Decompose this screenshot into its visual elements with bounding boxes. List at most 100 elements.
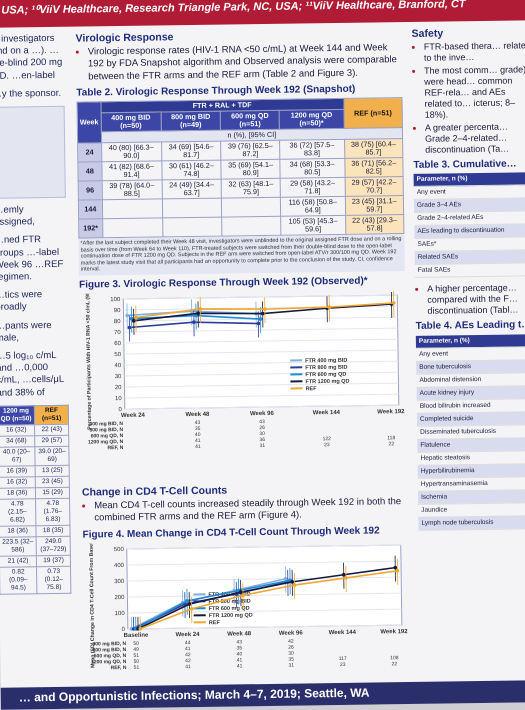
y-tick-label: 60 xyxy=(114,341,121,347)
y-tick-label: 20 xyxy=(115,385,122,391)
table2-cell xyxy=(102,199,162,219)
y-tick-label: 50 xyxy=(114,352,121,358)
baseline-col-1200: 1200 mg QD (n=50) xyxy=(0,406,35,426)
left-text-5: …tics were broadly xyxy=(0,289,67,314)
table2-week-cell: 48 xyxy=(78,162,102,181)
x-tick-label: Week 144 xyxy=(313,410,341,416)
safety-bullet-1: FTR-based thera… related to the inve… xyxy=(424,40,525,64)
table2-cell: 105 (53) [45.3–59.6] xyxy=(281,215,346,235)
table2: Week FTR + RAL + TDF REF (n=51) 400 mg B… xyxy=(77,97,405,239)
n-row-label: REF, N xyxy=(107,445,123,451)
study-design-diagram xyxy=(0,106,66,199)
table2-cell: 29 (58) [43.2–71.8] xyxy=(280,177,345,197)
table2-week-cell: 144 xyxy=(78,200,102,219)
table2-footnote: *After the last subject completed their … xyxy=(78,234,404,275)
table2-cell: 39 (76) [62.5–87.2] xyxy=(221,140,280,160)
y-tick-label: 100 xyxy=(110,297,121,303)
conference-band: … and Opportunistic Infections; March 4–… xyxy=(1,680,525,710)
safety-row-label: Fatal SAEs xyxy=(415,263,525,278)
n-value: 31 xyxy=(260,443,266,449)
table2-cell xyxy=(102,218,162,238)
baseline-cell: 40.0 (20–67) xyxy=(0,447,35,467)
safety-bullet-4: A higher percentage… compared with the F… xyxy=(427,283,525,318)
table2-cell: 39 (78) [64.0–88.5] xyxy=(102,180,162,200)
n-value: 22 xyxy=(389,441,395,447)
y-tick-label: 80 xyxy=(114,319,121,325)
left-text-4: …ned FTR groups …-label Week 96 …REF reg… xyxy=(0,234,67,284)
n-value: 51 xyxy=(134,665,140,671)
x-tick-label: Week 96 xyxy=(250,411,275,417)
baseline-cell: 16 (39) xyxy=(0,466,36,478)
table2-cell xyxy=(222,197,281,217)
table3-title: Table 3. Cumulative… xyxy=(413,158,525,172)
n-row-label: REF, N xyxy=(111,665,127,671)
middle-column: Virologic Response Virologic response ra… xyxy=(76,28,411,697)
table2-cell: 36 (72) [57.5–83.8] xyxy=(280,139,345,159)
n-value: 22 xyxy=(392,661,398,667)
legend-label: REF xyxy=(306,386,318,392)
x-tick-label: Week 144 xyxy=(329,629,357,635)
x-tick-label: Baseline xyxy=(124,632,149,638)
table2-cell: 34 (69) [54.6–81.7] xyxy=(161,141,221,161)
table2-cell: 23 (45) [31.1–59.7] xyxy=(345,196,404,216)
table2-cell: 29 (57) [42.2–70.7] xyxy=(345,177,404,197)
right-column: Safety FTR-based thera… related to the i… xyxy=(412,26,525,530)
table2-cell: 35 (69) [54.1–80.9] xyxy=(221,159,280,179)
left-text-3: …emly assigned, xyxy=(0,204,66,229)
baseline-cell: 13 (25) xyxy=(35,465,69,476)
n-value: 41 xyxy=(237,663,243,669)
y-tick-label: 200 xyxy=(114,595,125,601)
y-axis-label: Percentage of Participants With HIV-1 RN… xyxy=(85,289,93,430)
y-tick-label: 10 xyxy=(115,396,122,402)
legend-label: FTR 1200 mg QD xyxy=(209,612,253,619)
y-tick-label: 300 xyxy=(114,579,125,585)
x-tick-label: Week 24 xyxy=(176,632,201,638)
table2-cell: 116 (58) [50.8–64.9] xyxy=(280,196,345,216)
baseline-row: 40.0 (20–67)39.0 (20–69) xyxy=(0,446,69,466)
baseline-cell: 29 (57) xyxy=(35,435,69,446)
table2-cell: 22 (43) [29.3–57.8] xyxy=(345,215,404,235)
safety-table-row: Lymph node tuberculosis xyxy=(418,515,525,530)
table2-cell: 41 (82) [68.6–91.4] xyxy=(102,161,162,181)
table2-cell: 34 (68) [53.3–80.5] xyxy=(280,158,345,178)
table2-arm-3: 600 mg QD (n=51) xyxy=(221,110,280,130)
baseline-cell: 223.5 (32–586) xyxy=(0,537,37,557)
table2-week-cell: 96 xyxy=(78,181,102,200)
cd4-bullet: Mean CD4 T-cell counts increased steadil… xyxy=(94,496,408,525)
table2-week-header: Week xyxy=(77,102,101,143)
table2-cell: 40 (80) [66.3–90.0] xyxy=(101,142,161,162)
baseline-row: 4.78 (2.15–6.82)4.78 (1.76–6.83) xyxy=(0,498,70,526)
baseline-row: 0.82 (0.09–94.5)0.73 (0.12–75.8) xyxy=(0,566,71,594)
x-tick-label: Week 96 xyxy=(279,630,304,636)
y-tick-label: 70 xyxy=(114,330,121,336)
table2-cell: 36 (71) [56.2–82.5] xyxy=(344,158,403,178)
baseline-cell: 23 (45) xyxy=(36,476,70,487)
table2-week-cell: 24 xyxy=(78,143,102,162)
y-tick-label: 90 xyxy=(114,308,121,314)
baseline-cell: 39.0 (20–69) xyxy=(35,446,69,465)
table2-cell: 24 (49) [34.4–63.7] xyxy=(162,179,222,199)
baseline-cell: 249.0 (37–729) xyxy=(36,536,70,555)
table2-cell xyxy=(222,216,281,236)
baseline-table: 1200 mg QD (n=50) REF (n=51) 16 (32)22 (… xyxy=(0,405,71,595)
y-tick-label: 100 xyxy=(115,611,126,617)
left-text-6: …pants were male, xyxy=(0,319,68,344)
x-tick-label: Week 48 xyxy=(185,412,210,418)
y-tick-label: 500 xyxy=(114,547,125,553)
left-column: …investigators and on a …). …ble-blind 2… xyxy=(0,33,71,595)
baseline-row: 223.5 (32–586)249.0 (37–729) xyxy=(0,536,70,556)
baseline-col-ref: REF (n=51) xyxy=(35,405,69,424)
n-value: 23 xyxy=(324,442,330,448)
baseline-cell: 0.73 (0.12–75.8) xyxy=(37,566,71,593)
safety-row-label: Lymph node tuberculosis xyxy=(418,515,525,530)
table2-cell xyxy=(162,217,222,237)
n-value: 31 xyxy=(288,662,294,668)
table2-arm-2: 800 mg BID (n=49) xyxy=(161,111,221,131)
safety-heading: Safety xyxy=(412,26,525,40)
baseline-cell: 0.82 (0.09–94.5) xyxy=(0,567,37,595)
baseline-cell: 19 (37) xyxy=(37,555,71,566)
baseline-cell: 18 (35) xyxy=(36,525,70,536)
